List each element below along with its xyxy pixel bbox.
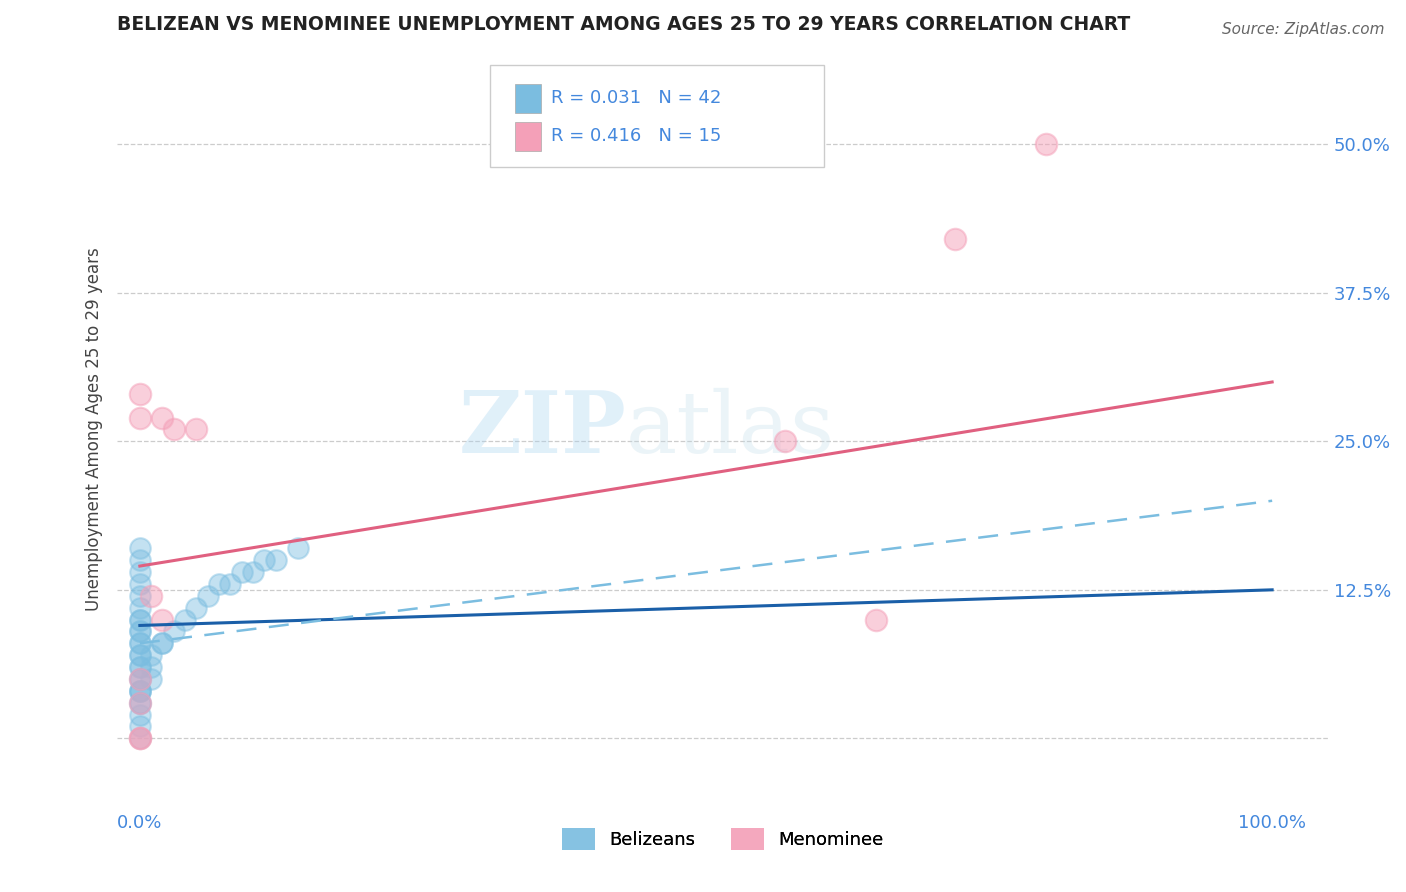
Point	[208, 577, 231, 591]
Y-axis label: Unemployment Among Ages 25 to 29 years: Unemployment Among Ages 25 to 29 years	[86, 248, 103, 611]
Point	[128, 683, 150, 698]
Legend: Belizeans, Menominee: Belizeans, Menominee	[555, 821, 891, 857]
Point	[141, 672, 163, 686]
Point	[128, 410, 150, 425]
Point	[128, 636, 150, 650]
Point	[174, 613, 197, 627]
FancyBboxPatch shape	[515, 121, 541, 151]
Point	[128, 672, 150, 686]
Point	[128, 613, 150, 627]
Point	[141, 589, 163, 603]
Point	[128, 731, 150, 746]
Point	[163, 624, 186, 639]
Point	[264, 553, 287, 567]
FancyBboxPatch shape	[515, 84, 541, 112]
Point	[152, 636, 174, 650]
Point	[865, 613, 887, 627]
Point	[141, 660, 163, 674]
Point	[141, 648, 163, 662]
Point	[163, 422, 186, 436]
Point	[128, 600, 150, 615]
Point	[186, 600, 208, 615]
Point	[1035, 137, 1057, 152]
Point	[128, 553, 150, 567]
Point	[128, 683, 150, 698]
Text: R = 0.031   N = 42: R = 0.031 N = 42	[551, 89, 721, 107]
Point	[128, 648, 150, 662]
Point	[197, 589, 219, 603]
Point	[128, 696, 150, 710]
Point	[128, 624, 150, 639]
FancyBboxPatch shape	[491, 64, 824, 168]
Point	[128, 719, 150, 733]
Point	[219, 577, 242, 591]
Point	[128, 613, 150, 627]
Point	[152, 410, 174, 425]
Point	[128, 577, 150, 591]
Point	[775, 434, 797, 449]
Text: ZIP: ZIP	[458, 387, 626, 472]
Point	[128, 672, 150, 686]
Point	[128, 624, 150, 639]
Point	[128, 683, 150, 698]
Point	[128, 565, 150, 579]
Point	[186, 422, 208, 436]
Point	[128, 696, 150, 710]
Text: R = 0.416   N = 15: R = 0.416 N = 15	[551, 127, 721, 145]
Point	[287, 541, 309, 556]
Point	[128, 731, 150, 746]
Point	[128, 387, 150, 401]
Point	[943, 232, 966, 246]
Point	[128, 541, 150, 556]
Text: BELIZEAN VS MENOMINEE UNEMPLOYMENT AMONG AGES 25 TO 29 YEARS CORRELATION CHART: BELIZEAN VS MENOMINEE UNEMPLOYMENT AMONG…	[117, 15, 1130, 34]
Text: Source: ZipAtlas.com: Source: ZipAtlas.com	[1222, 22, 1385, 37]
Point	[152, 636, 174, 650]
Point	[128, 731, 150, 746]
Point	[128, 660, 150, 674]
Point	[128, 660, 150, 674]
Point	[128, 672, 150, 686]
Point	[242, 565, 264, 579]
Point	[128, 589, 150, 603]
Point	[128, 707, 150, 722]
Point	[152, 613, 174, 627]
Point	[128, 636, 150, 650]
Point	[231, 565, 253, 579]
Text: atlas: atlas	[626, 388, 835, 471]
Point	[253, 553, 276, 567]
Point	[128, 648, 150, 662]
Point	[128, 696, 150, 710]
